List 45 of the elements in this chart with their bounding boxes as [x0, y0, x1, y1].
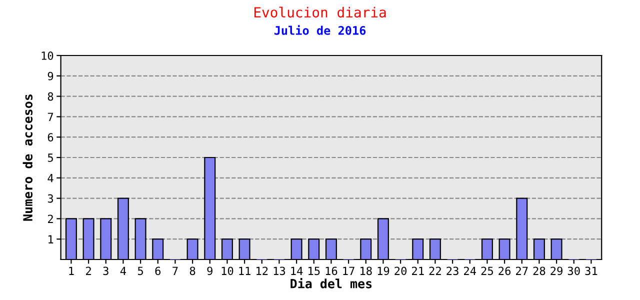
x-tick-label: 29	[550, 266, 562, 276]
y-tick-label: 8	[48, 92, 54, 101]
chart-title: Evolucion diaria	[254, 6, 386, 18]
x-tick-label: 10	[222, 266, 234, 276]
y-tick-label: 2	[48, 214, 53, 223]
x-tick-label: 8	[190, 266, 196, 276]
x-tick-label: 30	[568, 266, 580, 276]
x-tick-label: 4	[120, 266, 126, 275]
x-tick-label: 1	[69, 266, 74, 275]
x-tick-label: 5	[138, 266, 143, 276]
x-tick-label: 26	[498, 266, 510, 276]
x-tick-label: 24	[464, 266, 476, 275]
x-tick-label: 7	[172, 266, 178, 275]
x-tick-label: 3	[103, 266, 108, 276]
x-tick-label: 28	[533, 266, 546, 276]
y-axis-title: Numero de accesos	[22, 94, 32, 221]
x-tick-label: 11	[239, 266, 250, 275]
x-tick-label: 23	[446, 266, 458, 276]
x-tick-label: 12	[256, 266, 268, 275]
x-tick-label: 6	[155, 266, 160, 276]
y-tick-label: 7	[48, 112, 54, 121]
x-tick-label: 14	[291, 266, 303, 275]
x-tick-label: 18	[360, 266, 372, 276]
y-tick-label: 4	[48, 174, 54, 182]
y-tick-label: 1	[48, 235, 54, 244]
chart-subtitle: Julio de 2016	[274, 25, 366, 35]
x-tick-label: 22	[429, 266, 441, 275]
x-tick-label: 19	[378, 266, 390, 276]
x-axis-title: Dia del mes	[290, 278, 372, 288]
x-tick-label: 16	[326, 266, 338, 276]
x-tick-label: 9	[207, 266, 212, 276]
x-tick-label: 25	[481, 266, 493, 276]
x-tick-label: 17	[343, 266, 354, 275]
x-tick-label: 15	[308, 266, 320, 276]
y-tick-label: 5	[48, 154, 53, 162]
y-tick-label: 6	[48, 133, 54, 142]
y-tick-label: 10	[42, 52, 54, 60]
x-tick-label: 31	[585, 266, 598, 276]
x-tick-label: 21	[412, 266, 424, 275]
x-tick-label: 13	[274, 266, 286, 276]
y-tick-label: 3	[48, 194, 54, 203]
x-tick-label: 27	[516, 266, 528, 275]
x-tick-label: 2	[86, 266, 91, 275]
x-tick-label: 20	[394, 266, 406, 276]
y-tick-label: 9	[48, 72, 54, 80]
